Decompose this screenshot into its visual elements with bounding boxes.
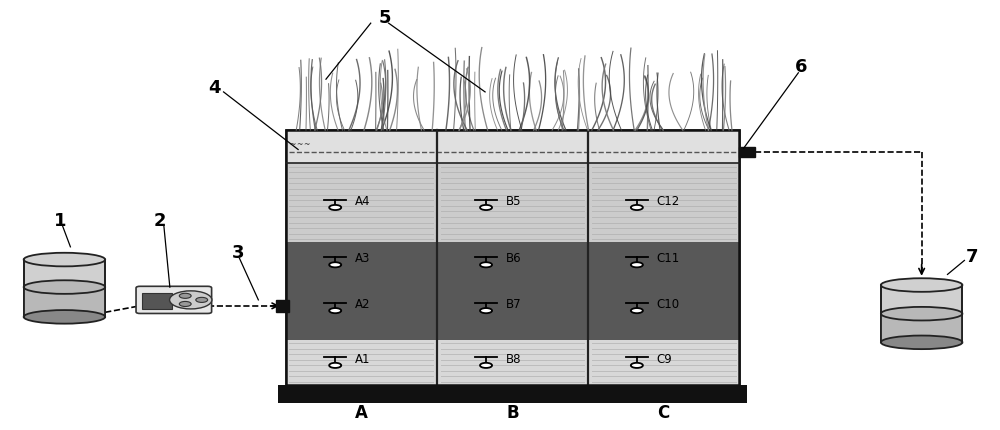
Circle shape (480, 205, 492, 210)
Circle shape (170, 291, 212, 309)
FancyBboxPatch shape (286, 130, 436, 242)
Circle shape (631, 205, 643, 210)
FancyBboxPatch shape (589, 242, 739, 340)
FancyBboxPatch shape (438, 130, 587, 163)
FancyBboxPatch shape (438, 242, 587, 340)
FancyBboxPatch shape (589, 130, 739, 163)
FancyBboxPatch shape (286, 340, 436, 385)
Text: B6: B6 (506, 252, 521, 265)
Circle shape (329, 308, 341, 313)
Text: ~: ~ (296, 141, 302, 150)
Text: B: B (506, 404, 519, 422)
Ellipse shape (881, 307, 962, 320)
Text: C: C (657, 404, 669, 422)
Text: 6: 6 (795, 58, 808, 76)
Ellipse shape (881, 278, 962, 292)
FancyBboxPatch shape (286, 130, 436, 163)
Text: A: A (355, 404, 368, 422)
Ellipse shape (24, 253, 105, 266)
Text: A4: A4 (355, 195, 370, 208)
Circle shape (329, 363, 341, 368)
FancyBboxPatch shape (438, 130, 587, 242)
Text: B5: B5 (506, 195, 521, 208)
Text: ~: ~ (303, 141, 309, 150)
FancyBboxPatch shape (286, 130, 739, 385)
Text: ~: ~ (289, 141, 295, 150)
Ellipse shape (881, 335, 962, 349)
Text: C11: C11 (657, 252, 680, 265)
Circle shape (179, 293, 191, 298)
Text: 4: 4 (208, 79, 221, 97)
Text: A1: A1 (355, 353, 370, 366)
Text: B7: B7 (506, 298, 521, 311)
Text: C12: C12 (657, 195, 680, 208)
Text: C10: C10 (657, 298, 680, 311)
FancyBboxPatch shape (589, 130, 739, 242)
FancyBboxPatch shape (136, 286, 212, 313)
Circle shape (329, 205, 341, 210)
FancyBboxPatch shape (142, 292, 172, 309)
Circle shape (480, 308, 492, 313)
Circle shape (179, 301, 191, 307)
Circle shape (631, 363, 643, 368)
Ellipse shape (24, 280, 105, 294)
Text: A2: A2 (355, 298, 370, 311)
Circle shape (329, 262, 341, 267)
Text: C9: C9 (657, 353, 672, 366)
FancyBboxPatch shape (739, 147, 755, 157)
Circle shape (631, 308, 643, 313)
Ellipse shape (24, 310, 105, 324)
FancyBboxPatch shape (24, 260, 105, 317)
Text: 5: 5 (378, 9, 391, 27)
FancyBboxPatch shape (589, 340, 739, 385)
FancyBboxPatch shape (24, 287, 105, 317)
Circle shape (631, 262, 643, 267)
Text: 1: 1 (54, 212, 67, 230)
FancyBboxPatch shape (276, 300, 289, 312)
Text: B8: B8 (506, 353, 521, 366)
Text: 7: 7 (966, 249, 979, 267)
Text: 3: 3 (232, 244, 245, 262)
Circle shape (480, 363, 492, 368)
Circle shape (196, 298, 208, 302)
FancyBboxPatch shape (286, 242, 436, 340)
FancyBboxPatch shape (438, 340, 587, 385)
FancyBboxPatch shape (881, 313, 962, 342)
FancyBboxPatch shape (278, 385, 747, 402)
Text: 2: 2 (154, 212, 166, 230)
Text: A3: A3 (355, 252, 370, 265)
FancyBboxPatch shape (881, 285, 962, 342)
Circle shape (480, 262, 492, 267)
